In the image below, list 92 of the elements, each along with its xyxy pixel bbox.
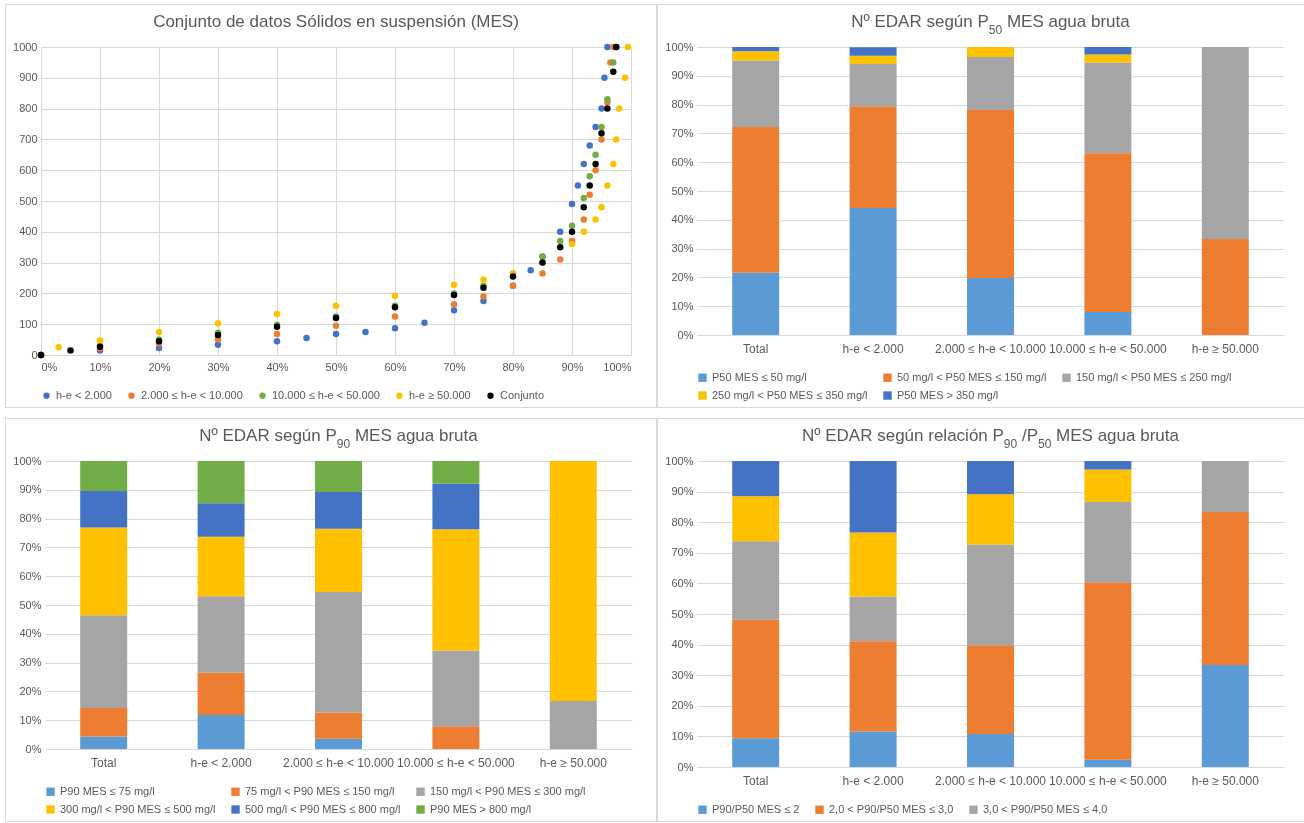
y-tick-label: 10% [671, 729, 694, 742]
legend-label: Conjunto [500, 388, 545, 401]
chart-title: Nº EDAR según relación P$_{90}$ /P$_{50}$ MES agua bruta [802, 426, 1180, 451]
x-tick-label: h-e ≥ 50.000 [539, 755, 608, 770]
y-tick-label: 70% [19, 540, 42, 553]
y-tick-label: 100% [13, 454, 42, 467]
y-tick-label: 100 [19, 317, 38, 330]
y-tick-label: 20% [671, 699, 694, 712]
x-tick-label: 10.000 ≤ h-e < 50.000 [397, 755, 516, 770]
y-tick-label: 200 [19, 286, 38, 299]
x-tick-label: 40% [266, 360, 289, 373]
chart-title: Conjunto de datos Sólidos en suspensión (MES) [153, 12, 519, 31]
y-tick-label: 80% [19, 512, 42, 525]
x-tick-label: 10.000 ≤ h-e < 50.000 [1049, 773, 1168, 788]
y-tick-label: 900 [19, 71, 38, 84]
y-tick-label: 500 [19, 194, 38, 207]
y-tick-label: 10% [671, 299, 694, 312]
legend-label: 2,0 < P90/P50 MES ≤ 3,0 [829, 802, 954, 815]
legend-label: P90 MES ≤ 75 mg/l [60, 784, 155, 797]
y-tick-label: 1000 [13, 40, 38, 53]
legend-label: 150 mg/l < P90 MES ≤ 300 mg/l [430, 784, 586, 797]
x-tick-label: h-e ≥ 50.000 [1191, 773, 1260, 788]
x-tick-label: 80% [502, 360, 525, 373]
legend-label: h-e ≥ 50.000 [409, 388, 471, 401]
y-tick-label: 300 [19, 256, 38, 269]
y-tick-label: 60% [19, 569, 42, 582]
x-tick-label: 0% [41, 360, 58, 373]
x-tick-label: h-e < 2.000 [842, 341, 904, 356]
x-tick-label: Total [91, 755, 117, 770]
x-tick-label: h-e ≥ 50.000 [1191, 341, 1260, 356]
legend-label: 250 mg/l < P50 MES ≤ 350 mg/l [712, 388, 868, 401]
x-tick-label: 10.000 ≤ h-e < 50.000 [1049, 341, 1168, 356]
y-tick-label: 30% [671, 242, 694, 255]
y-tick-label: 90% [19, 483, 42, 496]
y-tick-label: 100% [665, 40, 694, 53]
y-tick-label: 50% [671, 184, 694, 197]
x-tick-label: 100% [603, 360, 632, 373]
y-tick-label: 30% [671, 668, 694, 681]
y-tick-label: 20% [19, 684, 42, 697]
y-tick-label: 80% [671, 98, 694, 111]
y-tick-label: 70% [671, 126, 694, 139]
x-tick-label: 70% [443, 360, 466, 373]
legend-label: P90 MES > 800 mg/l [430, 802, 532, 815]
y-tick-label: 90% [671, 485, 694, 498]
legend-label: 10.000 ≤ h-e < 50.000 [272, 388, 380, 401]
legend-label: P50 MES ≤ 50 mg/l [712, 370, 807, 383]
y-tick-label: 60% [671, 155, 694, 168]
y-tick-label: 40% [19, 627, 42, 640]
x-tick-label: 20% [148, 360, 171, 373]
y-tick-label: 400 [19, 225, 38, 238]
y-tick-label: 50% [671, 607, 694, 620]
legend-label: 150 mg/l < P50 MES ≤ 250 mg/l [1076, 370, 1232, 383]
x-tick-label: 60% [384, 360, 407, 373]
legend-label: P50 MES > 350 mg/l [897, 388, 999, 401]
y-tick-label: 20% [671, 270, 694, 283]
y-tick-label: 90% [671, 69, 694, 82]
x-tick-label: 30% [207, 360, 230, 373]
y-tick-label: 800 [19, 102, 38, 115]
x-tick-label: Total [743, 341, 769, 356]
legend-label: 300 mg/l < P90 MES ≤ 500 mg/l [60, 802, 216, 815]
y-tick-label: 60% [671, 576, 694, 589]
chart-title: Nº EDAR según P$_{50}$ MES agua bruta [851, 12, 1131, 37]
x-tick-label: 10% [89, 360, 112, 373]
x-tick-label: h-e < 2.000 [842, 773, 904, 788]
y-tick-label: 0% [677, 328, 694, 341]
y-tick-label: 30% [19, 656, 42, 669]
x-tick-label: 2.000 ≤ h-e < 10.000 [934, 773, 1047, 788]
x-tick-label: 2.000 ≤ h-e < 10.000 [934, 341, 1047, 356]
x-tick-label: h-e < 2.000 [190, 755, 252, 770]
x-tick-label: 90% [561, 360, 584, 373]
y-tick-label: 50% [19, 598, 42, 611]
legend-label: P90/P50 MES ≤ 2 [712, 802, 800, 815]
legend-label: 75 mg/l < P90 MES ≤ 150 mg/l [245, 784, 395, 797]
x-tick-label: 50% [325, 360, 348, 373]
legend-label: 50 mg/l < P50 MES ≤ 150 mg/l [897, 370, 1047, 383]
y-tick-label: 80% [671, 515, 694, 528]
legend-label: 3,0 < P90/P50 MES ≤ 4,0 [983, 802, 1108, 815]
x-tick-label: Total [743, 773, 769, 788]
y-tick-label: 40% [671, 213, 694, 226]
x-tick-label: 2.000 ≤ h-e < 10.000 [282, 755, 395, 770]
legend-label: 500 mg/l < P90 MES ≤ 800 mg/l [245, 802, 401, 815]
y-tick-label: 40% [671, 638, 694, 651]
legend-label: 2.000 ≤ h-e < 10.000 [141, 388, 243, 401]
y-tick-label: 70% [671, 546, 694, 559]
y-tick-label: 100% [665, 454, 694, 467]
y-tick-label: 0 [31, 348, 38, 361]
y-tick-label: 0% [25, 742, 42, 755]
chart-title: Nº EDAR según P$_{90}$ MES agua bruta [199, 426, 479, 451]
y-tick-label: 600 [19, 163, 38, 176]
y-tick-label: 10% [19, 713, 42, 726]
y-tick-label: 700 [19, 132, 38, 145]
legend-label: h-e < 2.000 [56, 388, 112, 401]
